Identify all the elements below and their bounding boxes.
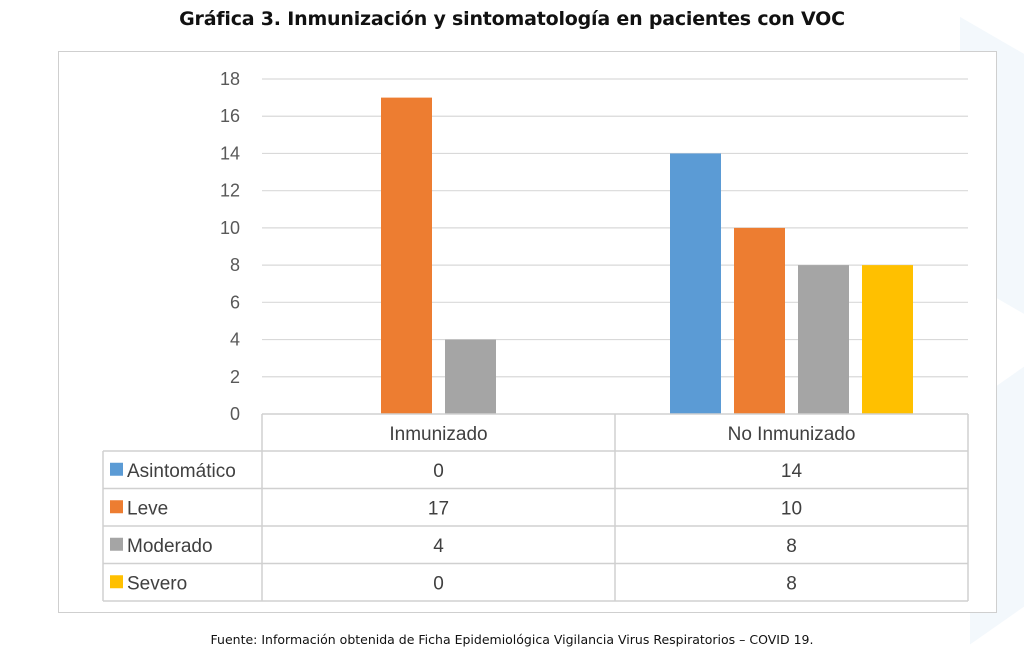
bars — [381, 97, 913, 414]
y-tick-label: 2 — [230, 367, 240, 387]
data-table-value: 8 — [786, 536, 797, 557]
legend-swatch — [110, 537, 123, 551]
y-tick-label: 14 — [220, 143, 240, 163]
y-tick-label: 18 — [220, 69, 240, 89]
bar-severo-1 — [862, 265, 913, 414]
y-tick-label: 10 — [220, 218, 240, 238]
y-tick-label: 8 — [230, 255, 240, 275]
x-category-label: Inmunizado — [389, 424, 487, 445]
bar-leve-1 — [734, 227, 785, 414]
data-table-value: 17 — [428, 498, 449, 519]
bar-asintomático-1 — [670, 153, 721, 414]
data-table-value: 0 — [433, 461, 444, 482]
legend-swatch — [110, 500, 123, 514]
data-table-value: 8 — [786, 573, 797, 594]
bar-moderado-1 — [798, 265, 849, 414]
x-category-label: No Inmunizado — [728, 424, 856, 445]
data-table-value: 0 — [433, 573, 444, 594]
source-note: Fuente: Información obtenida de Ficha Ep… — [210, 632, 814, 647]
legend-swatch — [110, 462, 123, 476]
legend-label: Severo — [127, 573, 187, 594]
bar-moderado-0 — [445, 339, 496, 414]
y-axis-ticks: 0 2 4 6 8 10 12 14 16 18 — [220, 69, 240, 424]
data-table-value: 10 — [781, 498, 802, 519]
data-table: Inmunizado No Inmunizado Asintomático 0 14 Le… — [102, 413, 969, 602]
legend-label: Moderado — [127, 536, 213, 557]
data-table-value: 14 — [781, 461, 803, 482]
bar-leve-0 — [381, 97, 432, 414]
chart-title: Gráfica 3. Inmunización y sintomatología… — [179, 8, 845, 30]
y-tick-label: 6 — [230, 292, 240, 312]
y-tick-label: 0 — [230, 404, 240, 424]
y-tick-label: 12 — [220, 181, 240, 201]
legend-label: Leve — [127, 498, 168, 519]
data-table-value: 4 — [433, 536, 444, 557]
y-tick-label: 4 — [230, 330, 240, 350]
y-tick-label: 16 — [220, 106, 240, 126]
gridlines — [262, 78, 968, 378]
legend-swatch — [110, 575, 123, 589]
legend-label: Asintomático — [127, 461, 236, 482]
